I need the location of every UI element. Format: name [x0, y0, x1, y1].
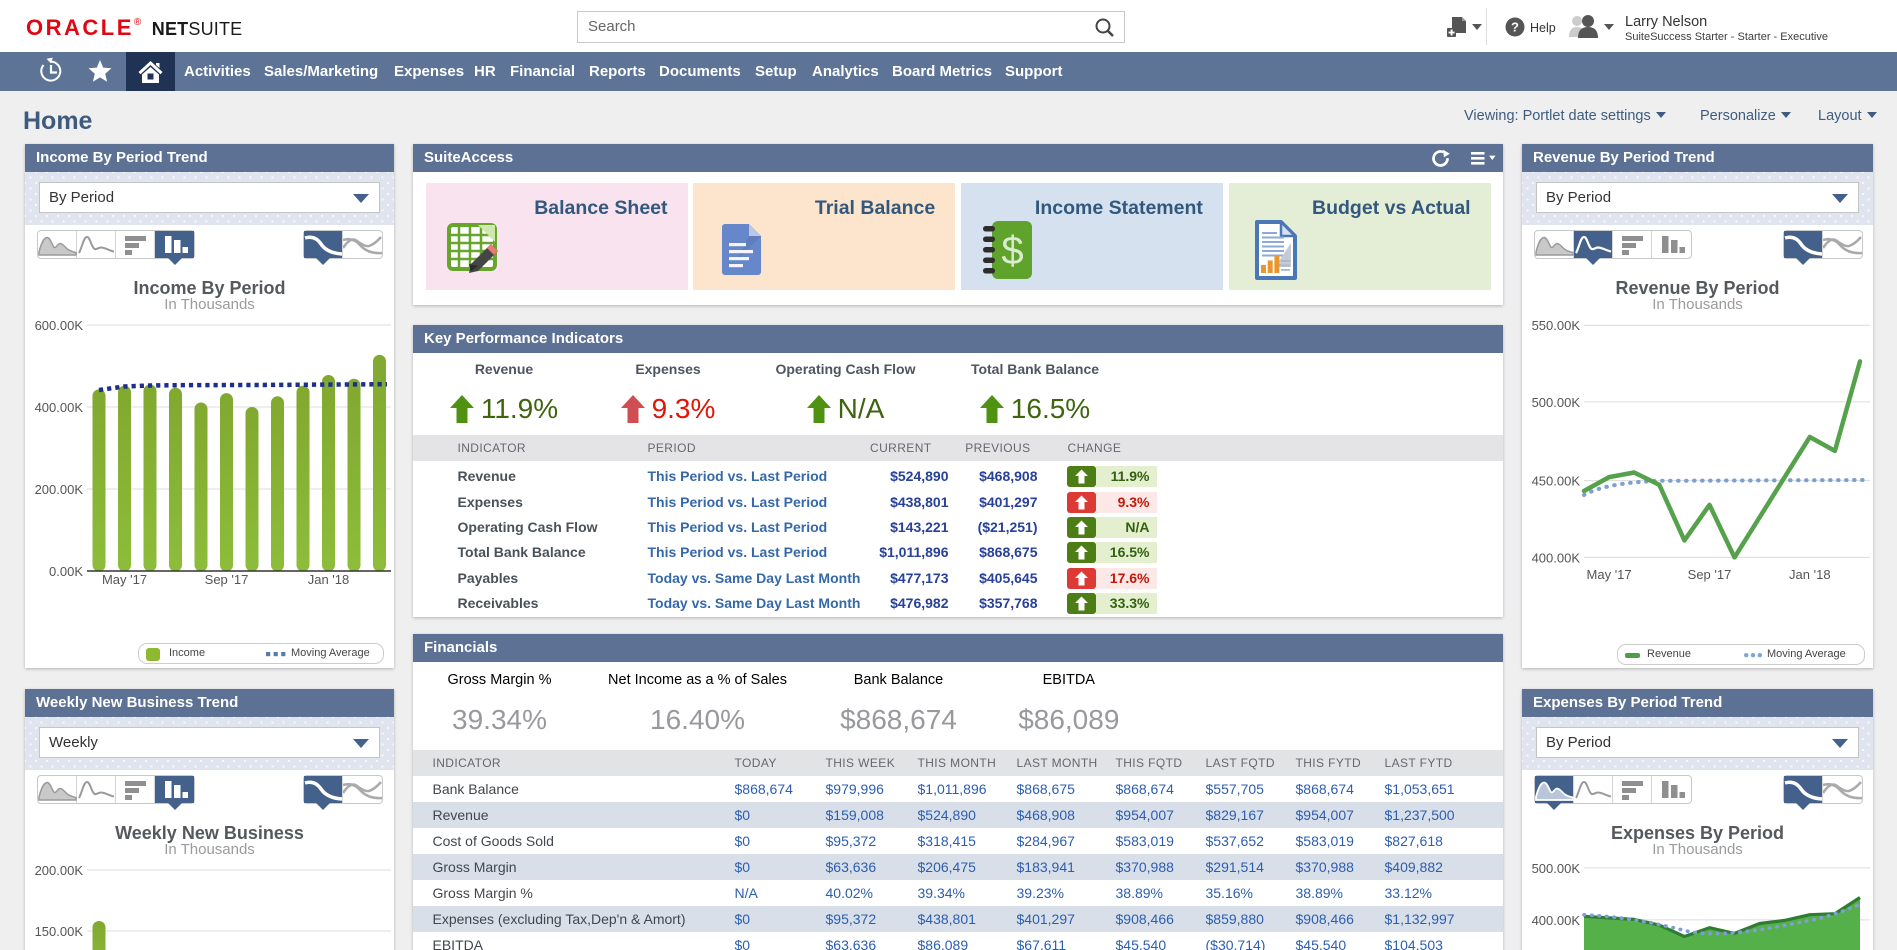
svg-text:May '17: May '17	[1587, 567, 1632, 582]
svg-text:Jan '18: Jan '18	[1789, 567, 1831, 582]
svg-text:0.00K: 0.00K	[49, 564, 83, 579]
svg-text:200.00K: 200.00K	[35, 482, 84, 497]
svg-text:400.00K: 400.00K	[1532, 550, 1581, 565]
svg-text:?: ?	[1511, 20, 1519, 35]
svg-text:550.00K: 550.00K	[1532, 318, 1581, 333]
svg-text:400.00K: 400.00K	[35, 400, 84, 415]
svg-text:450.00K: 450.00K	[1532, 474, 1581, 489]
svg-text:400.00K: 400.00K	[1532, 913, 1581, 928]
svg-text:500.00K: 500.00K	[1532, 861, 1581, 876]
svg-text:May '17: May '17	[102, 572, 147, 587]
svg-text:200.00K: 200.00K	[35, 863, 84, 878]
svg-text:500.00K: 500.00K	[1532, 395, 1581, 410]
svg-text:Sep '17: Sep '17	[205, 572, 249, 587]
svg-text:$: $	[1001, 229, 1023, 273]
svg-text:Sep '17: Sep '17	[1688, 567, 1732, 582]
svg-text:Jan '18: Jan '18	[308, 572, 350, 587]
svg-text:150.00K: 150.00K	[35, 924, 84, 939]
svg-text:600.00K: 600.00K	[35, 318, 84, 333]
